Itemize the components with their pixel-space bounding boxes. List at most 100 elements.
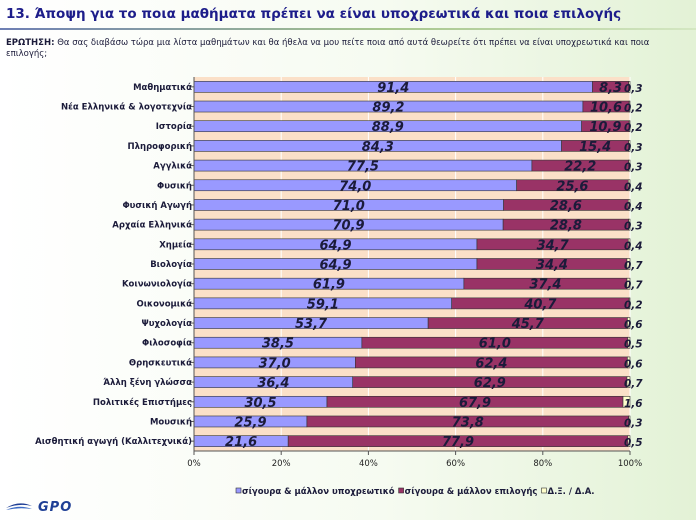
bar-segment-s2 (628, 81, 631, 93)
question-label: ΕΡΩΤΗΣΗ: (6, 38, 55, 48)
data-label: 38,5 (262, 337, 294, 352)
data-label: 0,2 (624, 299, 643, 311)
category-label: Άλλη ξένη γλώσσα (103, 377, 192, 388)
x-tick-label: 20% (272, 459, 291, 469)
data-label: 0,3 (624, 417, 643, 429)
data-label: 0,6 (624, 358, 643, 370)
data-label: 59,1 (307, 297, 339, 312)
bar-segment-s2 (626, 277, 631, 290)
bar-segment-s2 (627, 336, 631, 349)
data-label: 67,9 (459, 396, 491, 411)
data-label: 10,6 (590, 101, 622, 116)
data-label: 84,3 (362, 140, 394, 155)
category-label: Ιστορία (156, 121, 192, 132)
data-label: 0,4 (624, 240, 643, 252)
data-label: 0,3 (624, 162, 643, 174)
data-label: 0,3 (624, 83, 643, 95)
data-label: 64,9 (319, 238, 351, 253)
data-label: 37,4 (529, 278, 561, 293)
gpo-logo: GPO (4, 499, 72, 515)
category-label: Νέα Ελληνικά & λογοτεχνία (61, 102, 192, 113)
data-label: 28,8 (550, 219, 582, 234)
bar-segment-s2 (628, 100, 631, 113)
data-label: 37,0 (259, 356, 291, 371)
data-label: 40,7 (523, 297, 557, 312)
legend-swatch (541, 487, 547, 494)
data-label: 36,4 (257, 376, 289, 391)
category-label: Φιλοσοφία (142, 338, 192, 349)
data-label: 77,5 (347, 160, 379, 175)
data-label: 0,6 (624, 319, 643, 331)
title-divider (0, 28, 696, 30)
data-label: 0,3 (624, 221, 643, 233)
x-tick-label: 40% (359, 459, 378, 469)
gpo-logo-mark-icon (6, 503, 32, 510)
data-label: 34,7 (537, 238, 570, 253)
data-label: 53,7 (295, 317, 328, 332)
data-label: 71,0 (333, 199, 365, 214)
bar-segment-s2 (622, 395, 631, 408)
data-label: 8,3 (599, 81, 622, 96)
category-label: Χημεία (159, 239, 192, 250)
category-label: Φυσική Αγωγή (122, 201, 192, 211)
data-label: 77,9 (442, 435, 474, 450)
bar-segment-s2 (627, 238, 631, 251)
data-label: 88,9 (372, 120, 404, 135)
data-label: 0,2 (624, 122, 643, 134)
bar-segment-s2 (627, 317, 631, 329)
page-title: 13. Άποψη για το ποια μαθήματα πρέπει να… (6, 6, 622, 22)
category-label: Φυσική (157, 181, 192, 191)
legend-swatch (235, 487, 242, 494)
x-tick-label: 80% (533, 459, 552, 469)
data-label: 61,0 (479, 337, 511, 352)
data-label: 0,4 (624, 201, 643, 213)
bar-segment-s2 (628, 415, 631, 428)
category-label: Μουσική (150, 417, 192, 427)
bar-segment-s2 (628, 140, 631, 152)
data-label: 62,9 (474, 376, 506, 391)
category-label: Αρχαία Ελληνικά (112, 220, 192, 231)
x-tick-label: 0% (187, 459, 201, 469)
data-label: 34,4 (536, 258, 568, 273)
data-label: 0,3 (624, 142, 643, 154)
category-label: Αγγλικά (153, 162, 192, 172)
data-label: 70,9 (333, 219, 365, 234)
bar-segment-s2 (627, 356, 631, 369)
data-label: 74,0 (339, 179, 371, 194)
data-label: 30,5 (244, 396, 276, 411)
data-label: 62,4 (475, 356, 507, 371)
bar-segment-s2 (626, 376, 631, 388)
data-label: 91,4 (377, 81, 409, 96)
data-label: 15,4 (579, 140, 611, 155)
data-label: 25,9 (234, 415, 266, 430)
data-label: 21,6 (225, 435, 257, 450)
category-label: Πολιτικές Επιστήμες (93, 397, 192, 408)
gpo-logo-text: GPO (38, 499, 73, 515)
bar-segment-s2 (627, 179, 631, 192)
data-label: 28,6 (550, 199, 582, 214)
legend-swatch (398, 487, 404, 494)
bar-segment-s2 (628, 159, 631, 172)
bar-segment-s2 (628, 297, 631, 310)
question-text: ΕΡΩΤΗΣΗ: Θα σας διαβάσω τώρα μια λίστα μ… (6, 38, 686, 60)
data-label: 0,2 (624, 103, 643, 115)
x-tick-label: 60% (446, 459, 465, 469)
data-label: 0,7 (624, 260, 643, 272)
category-label: Θρησκευτικά (129, 358, 192, 368)
data-label: 22,2 (564, 160, 596, 175)
legend-label: σίγουρα & μάλλον επιλογής (405, 486, 538, 497)
data-label: 0,7 (624, 280, 643, 292)
category-label: Κοινωνιολογία (122, 279, 192, 290)
data-label: 45,7 (511, 317, 545, 332)
category-label: Βιολογία (150, 259, 192, 270)
data-label: 0,7 (624, 378, 643, 390)
category-label: Οικονομικά (137, 299, 193, 309)
question-body: Θα σας διαβάσω τώρα μια λίστα μαθημάτων … (6, 38, 650, 59)
legend-label: Δ.Ξ. / Δ.Α. (547, 487, 594, 497)
category-label: Πληροφορική (128, 142, 192, 152)
x-tick-label: 100% (618, 459, 642, 469)
bar-segment-s2 (627, 199, 631, 211)
data-label: 64,9 (319, 258, 351, 273)
data-label: 1,6 (624, 398, 643, 410)
